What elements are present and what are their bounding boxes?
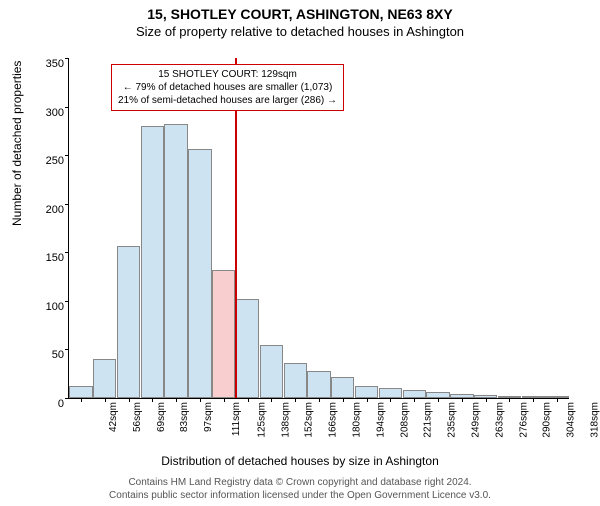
annotation-line1: 15 SHOTLEY COURT: 129sqm (118, 68, 337, 81)
xtick-mark (390, 398, 391, 402)
xtick-label: 318sqm (590, 402, 600, 438)
xtick-label: 69sqm (156, 402, 167, 432)
ytick-label: 300 (34, 107, 64, 119)
xtick-mark (367, 398, 368, 402)
ytick-label: 50 (34, 349, 64, 361)
ytick-label: 150 (34, 252, 64, 264)
chart-title: 15, SHOTLEY COURT, ASHINGTON, NE63 8XY (0, 6, 600, 22)
histogram-bar (403, 390, 426, 398)
y-axis-label: Number of detached properties (10, 61, 24, 226)
chart-subtitle: Size of property relative to detached ho… (0, 24, 600, 39)
xtick-mark (129, 398, 130, 402)
histogram-bar (188, 149, 211, 398)
ytick-mark (65, 107, 69, 108)
histogram-bar (284, 363, 307, 398)
xtick-mark (271, 398, 272, 402)
xtick-mark (248, 398, 249, 402)
xtick-label: 249sqm (471, 402, 482, 438)
xtick-label: 97sqm (203, 402, 214, 432)
ytick-mark (65, 252, 69, 253)
xtick-mark (176, 398, 177, 402)
xtick-mark (200, 398, 201, 402)
xtick-label: 83sqm (179, 402, 190, 432)
histogram-bar (141, 126, 164, 398)
ytick-mark (65, 398, 69, 399)
xtick-label: 180sqm (352, 402, 363, 438)
ytick-label: 250 (34, 155, 64, 167)
xtick-label: 138sqm (280, 402, 291, 438)
xtick-mark (343, 398, 344, 402)
footer-line1: Contains HM Land Registry data © Crown c… (0, 476, 600, 489)
xtick-label: 263sqm (494, 402, 505, 438)
xtick-label: 276sqm (518, 402, 529, 438)
annotation-box: 15 SHOTLEY COURT: 129sqm← 79% of detache… (111, 64, 344, 111)
xtick-mark (509, 398, 510, 402)
xtick-label: 194sqm (375, 402, 386, 438)
histogram-bar (379, 388, 402, 398)
xtick-mark (319, 398, 320, 402)
histogram-bar (331, 377, 354, 398)
xtick-label: 208sqm (399, 402, 410, 438)
xtick-label: 111sqm (231, 402, 242, 436)
ytick-mark (65, 349, 69, 350)
ytick-label: 0 (34, 398, 64, 410)
histogram-bar (260, 345, 283, 398)
histogram-bar (212, 270, 235, 398)
xtick-label: 221sqm (423, 402, 434, 438)
histogram-bar (236, 299, 259, 398)
xtick-mark (105, 398, 106, 402)
ytick-mark (65, 301, 69, 302)
xtick-mark (81, 398, 82, 402)
plot-area: 42sqm56sqm69sqm83sqm97sqm111sqm125sqm138… (68, 58, 569, 399)
footer-line2: Contains public sector information licen… (0, 489, 600, 502)
histogram-bar (164, 124, 187, 398)
histogram-bar (307, 371, 330, 398)
ytick-label: 350 (34, 58, 64, 70)
ytick-mark (65, 204, 69, 205)
histogram-bar (93, 359, 116, 398)
histogram-bar (69, 386, 92, 398)
xtick-label: 290sqm (542, 402, 553, 438)
histogram-bar (117, 246, 140, 399)
ytick-mark (65, 155, 69, 156)
xtick-mark (414, 398, 415, 402)
xtick-mark (152, 398, 153, 402)
ytick-label: 200 (34, 204, 64, 216)
footer-attribution: Contains HM Land Registry data © Crown c… (0, 476, 600, 502)
xtick-mark (486, 398, 487, 402)
xtick-mark (224, 398, 225, 402)
xtick-mark (533, 398, 534, 402)
xtick-label: 56sqm (132, 402, 143, 432)
xtick-mark (438, 398, 439, 402)
xtick-mark (295, 398, 296, 402)
xtick-label: 125sqm (256, 402, 267, 438)
xtick-mark (557, 398, 558, 402)
xtick-mark (462, 398, 463, 402)
xtick-label: 42sqm (108, 402, 119, 432)
annotation-line2: ← 79% of detached houses are smaller (1,… (118, 81, 337, 94)
histogram-bar (355, 386, 378, 398)
xtick-label: 152sqm (304, 402, 315, 438)
xtick-label: 166sqm (328, 402, 339, 438)
annotation-line3: 21% of semi-detached houses are larger (… (118, 94, 337, 107)
x-axis-label: Distribution of detached houses by size … (0, 454, 600, 468)
xtick-label: 304sqm (566, 402, 577, 438)
xtick-label: 235sqm (447, 402, 458, 438)
ytick-label: 100 (34, 301, 64, 313)
ytick-mark (65, 58, 69, 59)
